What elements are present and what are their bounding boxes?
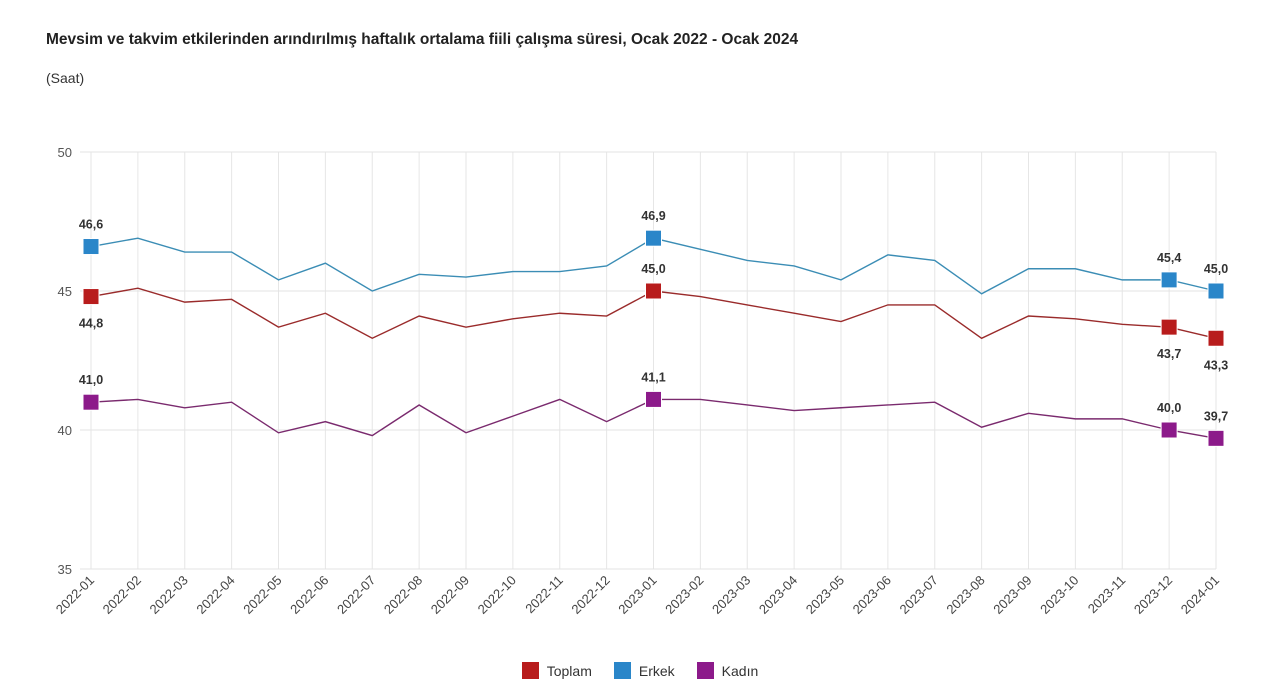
x-tick-label: 2023-07: [897, 573, 941, 617]
data-marker: [645, 229, 662, 247]
x-tick-label: 2022-04: [193, 573, 237, 617]
legend-label: Toplam: [546, 662, 592, 679]
chart-subtitle: (Saat): [46, 70, 85, 86]
legend-swatch: [521, 662, 539, 679]
x-tick-label: 2022-03: [147, 573, 191, 617]
data-label: 45,4: [1157, 251, 1181, 265]
data-label: 45,0: [1204, 262, 1228, 276]
legend-item-erkek[interactable]: Erkek: [613, 662, 675, 679]
chart-title: Mevsim ve takvim etkilerinden arındırılm…: [46, 31, 799, 48]
x-tick-label: 2023-10: [1037, 573, 1081, 617]
x-tick-label: 2022-06: [287, 573, 331, 617]
data-marker: [82, 393, 100, 411]
legend-swatch: [613, 662, 631, 679]
x-tick-label: 2022-08: [381, 573, 425, 617]
x-tick-label: 2022-09: [428, 573, 472, 617]
data-marker: [1207, 282, 1225, 300]
data-marker: [1160, 421, 1178, 439]
x-tick-label: 2023-04: [756, 573, 800, 617]
x-tick-label: 2022-05: [240, 573, 284, 617]
legend-label: Erkek: [638, 662, 675, 679]
data-label: 43,3: [1204, 358, 1228, 372]
legend-item-kadın[interactable]: Kadın: [696, 662, 759, 679]
data-marker: [645, 282, 662, 300]
x-tick-label: 2022-07: [334, 573, 378, 617]
x-tick-label: 2023-05: [803, 573, 847, 617]
data-marker: [1207, 429, 1225, 447]
data-label: 41,1: [641, 370, 665, 384]
data-marker: [645, 390, 662, 408]
data-label: 40,0: [1157, 401, 1181, 415]
y-tick-label: 35: [58, 562, 72, 577]
data-marker: [1160, 318, 1178, 336]
y-tick-label: 50: [58, 145, 72, 160]
data-label: 45,0: [641, 262, 665, 276]
x-tick-label: 2023-11: [1085, 573, 1129, 617]
x-tick-label: 2023-01: [615, 573, 659, 617]
x-tick-label: 2023-06: [850, 573, 894, 617]
data-marker: [82, 238, 100, 256]
data-marker: [82, 288, 100, 306]
data-label: 43,7: [1157, 347, 1181, 361]
x-tick-label: 2022-11: [522, 573, 566, 617]
x-tick-label: 2023-12: [1131, 573, 1175, 617]
data-label: 41,0: [79, 373, 103, 387]
data-marker: [1207, 329, 1225, 347]
data-label: 46,6: [79, 218, 103, 232]
x-tick-label: 2023-08: [943, 573, 987, 617]
data-label: 39,7: [1204, 409, 1228, 423]
data-label: 44,8: [79, 317, 103, 331]
legend-label: Kadın: [721, 662, 759, 679]
x-tick-label: 2024-01: [1178, 573, 1222, 617]
legend-item-toplam[interactable]: Toplam: [521, 662, 592, 679]
x-tick-label: 2022-12: [568, 573, 612, 617]
x-tick-label: 2023-03: [709, 573, 753, 617]
y-tick-label: 45: [58, 284, 72, 299]
data-label: 46,9: [641, 209, 665, 223]
x-tick-label: 2023-09: [990, 573, 1034, 617]
legend-swatch: [696, 662, 714, 679]
x-tick-label: 2022-10: [475, 573, 519, 617]
x-tick-label: 2023-02: [662, 573, 706, 617]
y-tick-label: 40: [58, 423, 72, 438]
data-marker: [1160, 271, 1178, 289]
x-tick-label: 2022-01: [53, 573, 97, 617]
x-tick-label: 2022-02: [100, 573, 144, 617]
legend: Toplam Erkek Kadın: [0, 662, 1280, 679]
